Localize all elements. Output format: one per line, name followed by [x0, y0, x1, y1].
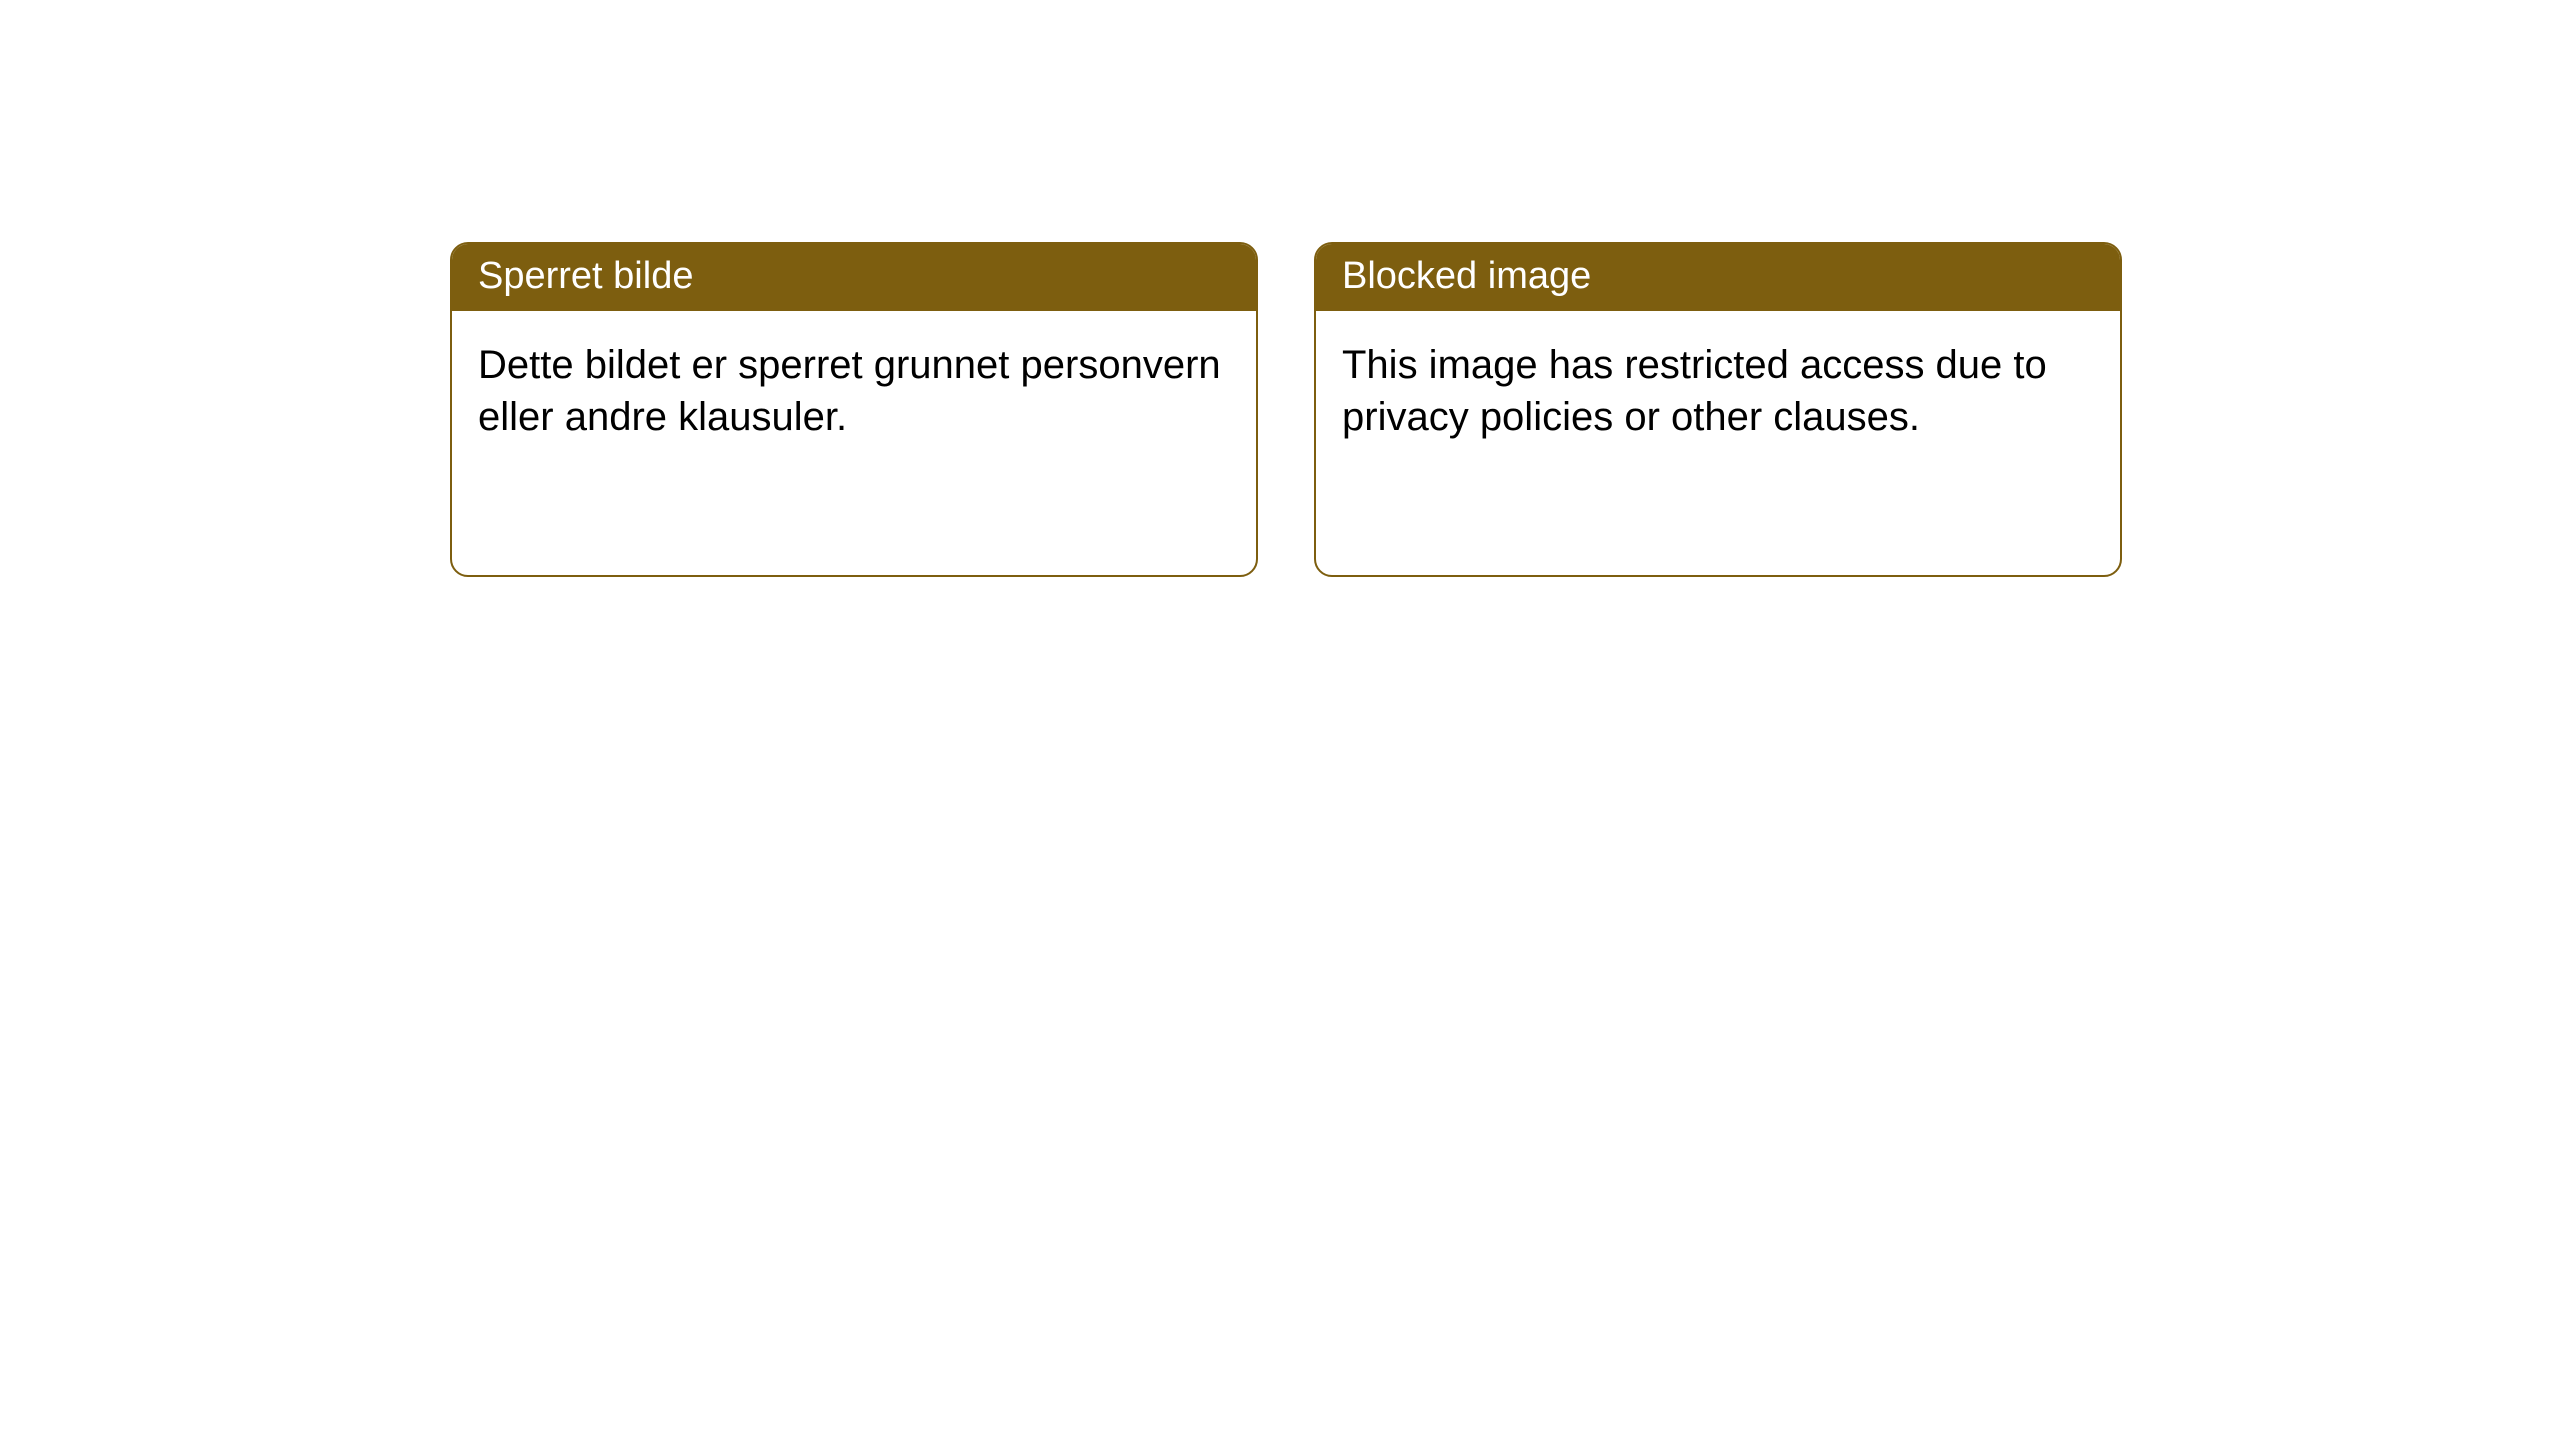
notice-box-english: Blocked image This image has restricted … — [1314, 242, 2122, 577]
notice-header-english: Blocked image — [1316, 244, 2120, 311]
notice-body-english: This image has restricted access due to … — [1316, 311, 2120, 471]
notice-box-norwegian: Sperret bilde Dette bildet er sperret gr… — [450, 242, 1258, 577]
notice-container: Sperret bilde Dette bildet er sperret gr… — [0, 0, 2560, 577]
notice-body-norwegian: Dette bildet er sperret grunnet personve… — [452, 311, 1256, 471]
notice-header-norwegian: Sperret bilde — [452, 244, 1256, 311]
